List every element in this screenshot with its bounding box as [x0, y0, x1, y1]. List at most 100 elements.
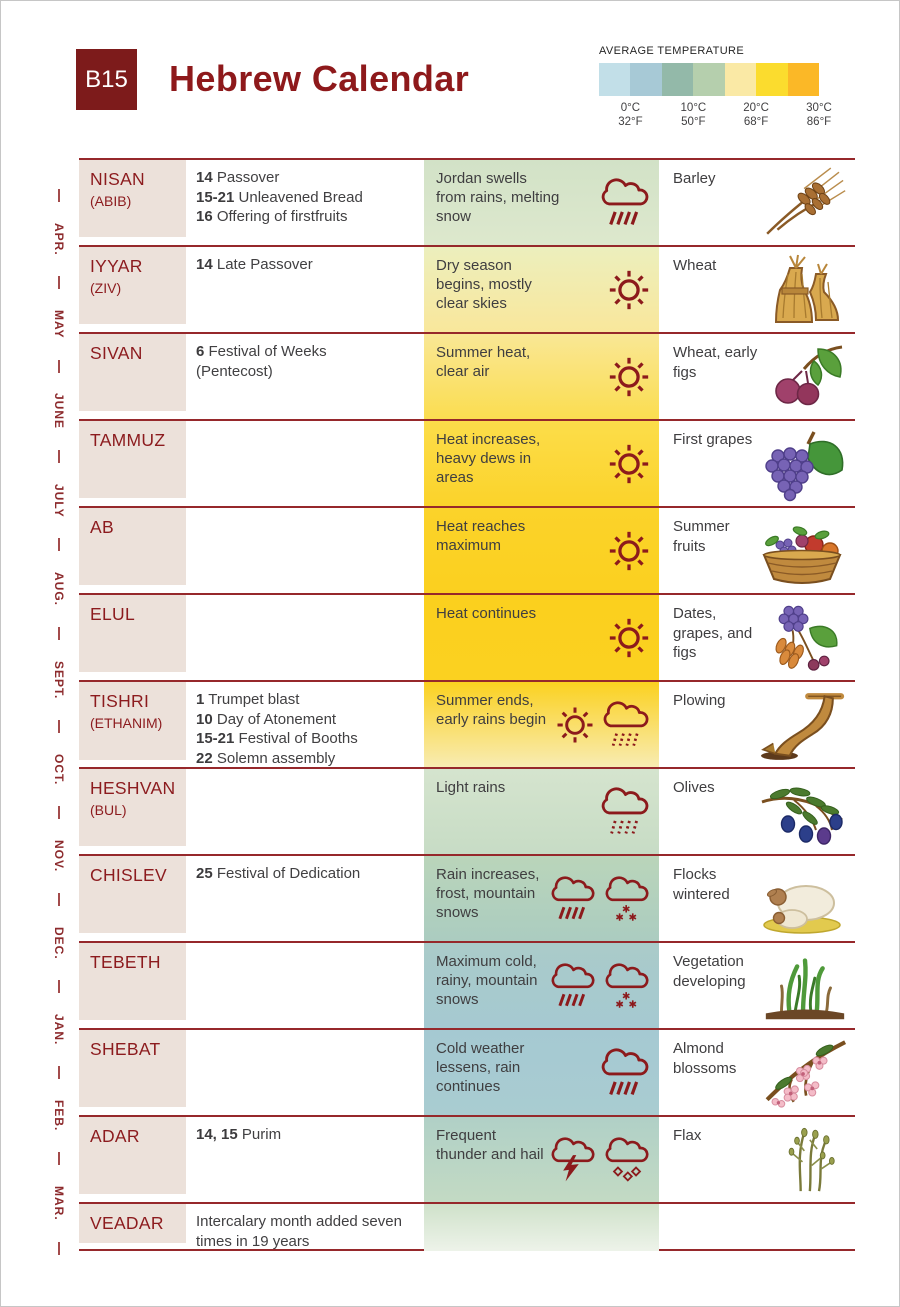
- temperature-scale: [599, 63, 819, 96]
- weather-description: Dry season begins, mostly clear skies: [436, 257, 532, 313]
- scale-swatch: [630, 63, 662, 96]
- festival-name: Offering of firstfruits: [216, 208, 348, 225]
- festival-name: Purim: [241, 1126, 282, 1143]
- dates-grapes-figs-illustration: [760, 600, 852, 676]
- wheat-sheaves-illustration: [756, 252, 852, 328]
- festivals-cell: [186, 943, 424, 1028]
- hebrew-month-name: CHISLEV: [90, 865, 167, 885]
- table-row: TEBETH Maximum cold, rainy, mountain sno…: [79, 941, 855, 1028]
- festival-name: Late Passover: [216, 256, 313, 273]
- festivals-cell: 14 Late Passover: [186, 247, 424, 332]
- sun-icon: [606, 267, 652, 313]
- rain-cloud-icon: [598, 1048, 652, 1098]
- crops-cell: Flax: [659, 1117, 855, 1202]
- scale-swatch: [724, 63, 757, 96]
- festivals-cell: 25 Festival of Dedication: [186, 856, 424, 941]
- month-boundary-tick: [57, 450, 61, 464]
- hebrew-month-alt-name: (ABIB): [90, 193, 132, 209]
- scale-tick: 20°C 68°F: [743, 102, 769, 129]
- month-boundary-tick: [57, 359, 61, 373]
- month-boundary-tick: [57, 806, 61, 820]
- festival-name: Trumpet blast: [208, 691, 300, 708]
- crops-cell: Summer fruits: [659, 508, 855, 593]
- festivals-cell: 14 Passover 15-21 Unleavened Bread 16 Of…: [186, 160, 424, 245]
- crops-cell: Olives: [659, 769, 855, 854]
- crops-label: Wheat: [673, 257, 717, 274]
- month-cell: IYYAR (ZIV): [79, 247, 186, 324]
- hebrew-month-name: VEADAR: [90, 1213, 164, 1233]
- weather-cell: Heat continues: [424, 595, 659, 680]
- hail-cloud-icon: [602, 1137, 652, 1183]
- weather-cell: Maximum cold, rainy, mountain snows: [424, 943, 659, 1028]
- month-cell: AB: [79, 508, 186, 585]
- scale-swatch: [693, 63, 725, 96]
- festivals-cell: 1 Trumpet blast 10 Day of Atonement 15-2…: [186, 682, 424, 768]
- gregorian-month-label: SEPT.: [52, 660, 66, 700]
- hebrew-month-name: SHEBAT: [90, 1039, 161, 1059]
- festival-date: 22: [196, 749, 213, 767]
- gregorian-month-label: JUNE: [52, 393, 66, 430]
- weather-cell: Jordan swells from rains, melting snow: [424, 160, 659, 245]
- scale-swatch: [661, 63, 694, 96]
- month-cell: NISAN (ABIB): [79, 160, 186, 237]
- month-boundary-tick: [57, 1066, 61, 1080]
- crops-cell: Wheat, early figs: [659, 334, 855, 419]
- table-row: NISAN (ABIB) 14 Passover 15-21 Unleavene…: [79, 158, 855, 245]
- gregorian-month-label: AUG.: [52, 572, 66, 607]
- weather-description: Rain increases, frost, mountain snows: [436, 866, 540, 922]
- crops-label: Barley: [673, 170, 716, 187]
- month-boundary-tick: [57, 276, 61, 290]
- almond-blossoms-illustration: [752, 1034, 852, 1112]
- festival-item: 14 Passover: [196, 168, 416, 188]
- table-row: IYYAR (ZIV) 14 Late Passover Dry season …: [79, 245, 855, 332]
- month-cell: VEADAR: [79, 1204, 186, 1243]
- temperature-legend: AVERAGE TEMPERATURE 0°C 32°F 10°C 50°F 20°…: [599, 45, 835, 133]
- crops-cell: Plowing: [659, 682, 855, 768]
- festival-date: 25: [196, 865, 213, 882]
- festival-item: 22 Solemn assembly: [196, 749, 416, 769]
- weather-description: Maximum cold, rainy, mountain snows: [436, 953, 538, 1009]
- festivals-cell: [186, 508, 424, 593]
- crops-label: Vegetation developing: [673, 953, 746, 990]
- weather-cell: Frequent thunder and hail: [424, 1117, 659, 1202]
- hebrew-month-name: SIVAN: [90, 343, 143, 363]
- month-cell: ELUL: [79, 595, 186, 672]
- festival-item: 6 Festival of Weeks (Pentecost): [196, 342, 396, 381]
- weather-cell: Light rains: [424, 769, 659, 854]
- festival-name: Day of Atonement: [216, 710, 337, 728]
- crops-label: Almond blossoms: [673, 1040, 737, 1077]
- month-boundary-tick: [57, 720, 61, 734]
- festival-item: 10 Day of Atonement: [196, 710, 416, 730]
- month-cell: SHEBAT: [79, 1030, 186, 1107]
- hebrew-month-name: ADAR: [90, 1126, 140, 1146]
- month-boundary-tick: [57, 1241, 61, 1255]
- rain-cloud-icon: [598, 787, 652, 837]
- olives-illustration: [752, 774, 852, 850]
- weather-cell: Cold weather lessens, rain continues: [424, 1030, 659, 1115]
- festival-item: 14 Late Passover: [196, 255, 416, 275]
- gregorian-month-label: OCT.: [52, 753, 66, 786]
- festivals-cell: [186, 1030, 424, 1115]
- sun-icon: [606, 615, 652, 661]
- crops-label: Plowing: [673, 692, 726, 709]
- month-boundary-tick: [57, 627, 61, 641]
- weather-cell: Dry season begins, mostly clear skies: [424, 247, 659, 332]
- month-boundary-tick: [57, 893, 61, 907]
- snow-cloud-icon: [602, 963, 652, 1009]
- crops-label: Wheat, early figs: [673, 344, 758, 381]
- festivals-cell: [186, 595, 424, 680]
- weather-description: Heat continues: [436, 605, 537, 622]
- sun-icon: [606, 441, 652, 487]
- crops-label: Flocks wintered: [673, 866, 730, 903]
- sheep-illustration: [752, 861, 852, 937]
- weather-cell: Summer heat, clear air: [424, 334, 659, 419]
- weather-description: Jordan swells from rains, melting snow: [436, 170, 560, 226]
- festivals-cell: [186, 421, 424, 506]
- gregorian-month-label: DEC.: [52, 926, 66, 960]
- festivals-cell: Intercalary month added seven times in 1…: [186, 1204, 424, 1251]
- table-row: AB Heat reaches maximum Summer fruits: [79, 506, 855, 593]
- table-row: CHISLEV 25 Festival of Dedication Rain i…: [79, 854, 855, 941]
- hebrew-month-alt-name: (BUL): [90, 802, 127, 818]
- crops-cell: Flocks wintered: [659, 856, 855, 941]
